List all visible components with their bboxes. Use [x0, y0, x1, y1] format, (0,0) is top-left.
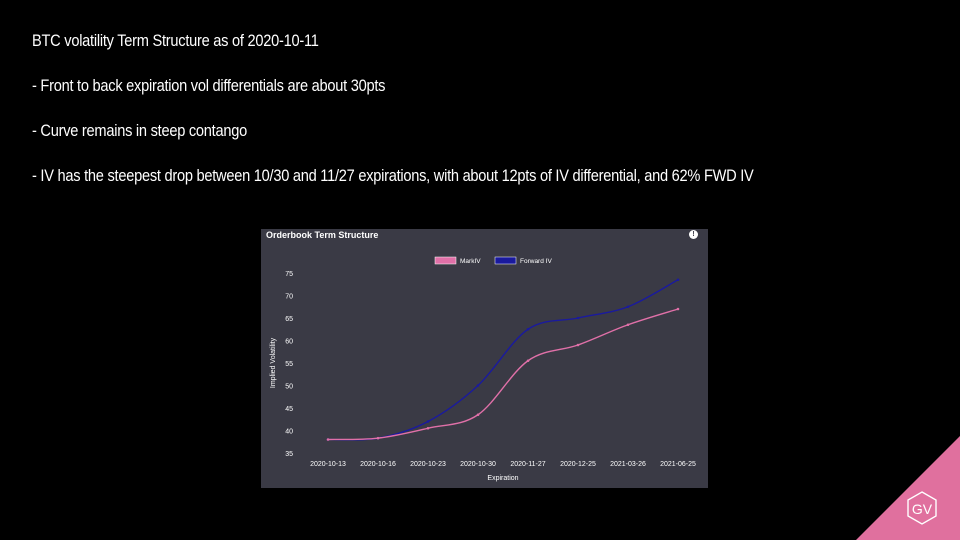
data-point-markiv [526, 359, 530, 363]
logo-text: GV [912, 501, 933, 517]
data-point-forward-iv [676, 278, 680, 282]
chart-panel: 35 40 45 50 55 60 65 70 75 2020-10-13 2020-10-16 20… [261, 229, 708, 488]
x-tick-label: 2020-10-30 [460, 461, 496, 468]
series-line-markiv [327, 308, 679, 441]
data-point-forward-iv [526, 327, 530, 331]
x-tick-label: 2021-06-25 [660, 461, 696, 468]
legend-swatch-forward-iv [494, 256, 517, 265]
legend-label-markiv: MarkIV [460, 258, 481, 265]
data-point-markiv [626, 323, 630, 327]
legend-label-forward-iv: Forward IV [520, 258, 552, 265]
data-point-forward-iv [426, 420, 430, 423]
x-tick-label: 2020-11-27 [510, 461, 545, 468]
y-tick-label: 40 [285, 429, 293, 436]
data-point-markiv [576, 343, 580, 347]
y-tick-label: 65 [285, 316, 293, 323]
data-point-markiv [676, 307, 680, 311]
legend-swatch-markiv [434, 256, 457, 265]
bullet-steepest-drop: - IV has the steepest drop between 10/30… [32, 166, 754, 185]
gv-logo: GV [856, 436, 960, 540]
series-line-forward-iv [327, 279, 679, 441]
bullet-vol-differentials: - Front to back expiration vol different… [32, 76, 386, 95]
panel-title: Orderbook Term Structure [266, 230, 379, 240]
info-icon[interactable]: ! [689, 230, 698, 239]
data-point-forward-iv [476, 384, 480, 387]
bullet-contango: - Curve remains in steep contango [32, 121, 247, 140]
x-tick-label: 2020-10-23 [410, 461, 446, 468]
slide-heading: BTC volatility Term Structure as of 2020… [32, 31, 319, 50]
x-tick-label: 2020-10-13 [310, 461, 346, 468]
y-tick-label: 70 [285, 294, 293, 301]
data-point-markiv [326, 438, 330, 441]
data-point-forward-iv [626, 305, 630, 309]
y-tick-label: 45 [285, 406, 293, 413]
hexagon-icon [907, 491, 937, 525]
corner-triangle [856, 436, 960, 540]
data-point-markiv [376, 436, 380, 440]
y-tick-label: 55 [285, 361, 293, 368]
y-tick-label: 75 [285, 271, 293, 278]
y-tick-label: 50 [285, 384, 293, 391]
x-axis-label: Expiration [487, 475, 518, 482]
data-point-forward-iv [576, 316, 580, 320]
x-tick-label: 2021-03-26 [610, 461, 646, 468]
data-point-markiv [426, 426, 430, 430]
data-point-markiv [476, 413, 480, 417]
y-tick-label: 60 [285, 339, 293, 346]
x-tick-label: 2020-10-16 [360, 461, 396, 468]
term-structure-chart: 35 40 45 50 55 60 65 70 75 2020-10-13 2020-10-16 20… [270, 256, 696, 482]
y-tick-label: 35 [285, 451, 293, 458]
y-axis-label: Implied Volatility [270, 337, 277, 388]
slide-text: BTC volatility Term Structure as of 2020… [32, 30, 871, 210]
x-tick-label: 2020-12-25 [560, 461, 596, 468]
